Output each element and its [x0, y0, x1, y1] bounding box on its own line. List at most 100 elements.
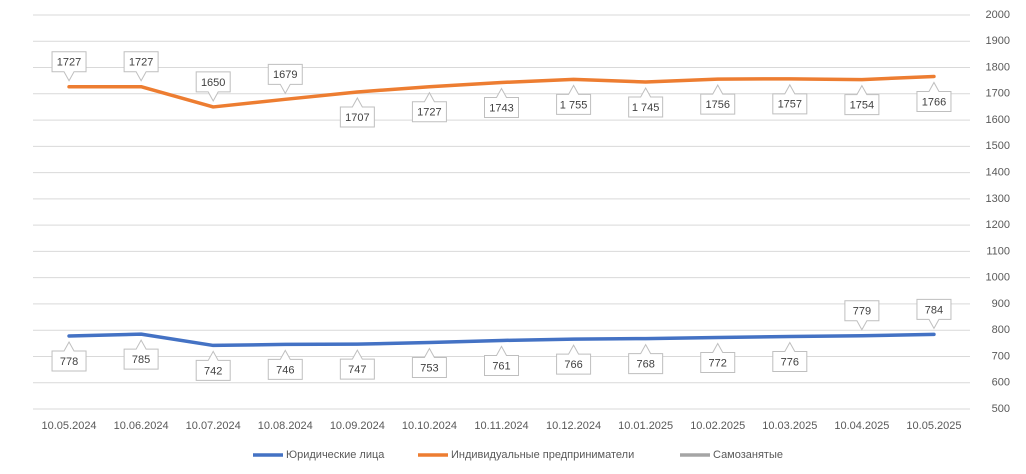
x-tick-label: 10.05.2025 — [906, 420, 961, 432]
y-tick-label: 1500 — [986, 140, 1010, 152]
x-tick-label: 10.12.2024 — [546, 420, 601, 432]
y-tick-label: 600 — [992, 377, 1010, 389]
callout-box — [772, 341, 808, 373]
data-label-callout: 742 — [195, 350, 231, 381]
series-line — [67, 332, 936, 348]
data-label: 747 — [348, 364, 366, 376]
y-tick-label: 2000 — [986, 9, 1010, 21]
y-tick-label: 1200 — [986, 219, 1010, 231]
data-label-callout: 1727 — [51, 51, 87, 82]
y-tick-label: 1100 — [986, 245, 1010, 257]
y-tick-label: 1000 — [986, 272, 1010, 284]
callout-box — [411, 91, 447, 123]
y-tick-label: 800 — [992, 324, 1010, 336]
data-label-callout: 1743 — [484, 87, 519, 119]
data-label: 1707 — [345, 112, 369, 124]
data-label-callout: 1 745 — [628, 86, 664, 118]
data-label: 742 — [204, 365, 222, 377]
legend-label: Самозанятые — [713, 449, 783, 461]
data-label: 779 — [853, 306, 871, 318]
callout-box — [123, 51, 159, 82]
data-label: 1727 — [129, 57, 153, 69]
x-tick-label: 10.01.2025 — [618, 420, 673, 432]
callout-box — [916, 298, 952, 330]
data-label-callout: 1707 — [339, 96, 375, 128]
data-label: 1650 — [201, 77, 225, 89]
data-label: 778 — [60, 356, 78, 368]
callout-box — [51, 51, 87, 82]
data-label-callout: 784 — [916, 298, 952, 330]
callout-box — [556, 84, 592, 115]
y-tick-label: 700 — [992, 350, 1010, 362]
y-tick-label: 1300 — [986, 193, 1010, 205]
data-label-callout: 778 — [51, 340, 87, 372]
callout-box — [772, 83, 808, 115]
data-label-callout: 1757 — [772, 83, 808, 115]
data-label: 1727 — [417, 107, 441, 119]
legend-label: Юридические лица — [286, 449, 385, 461]
y-tick-label: 900 — [992, 298, 1010, 310]
data-label-callout: 1727 — [411, 91, 447, 123]
data-label-callout: 768 — [628, 343, 664, 375]
x-tick-label: 10.11.2024 — [474, 420, 528, 432]
callout-box — [844, 84, 880, 116]
callout-box — [700, 84, 736, 115]
y-tick-label: 500 — [992, 403, 1010, 415]
x-tick-label: 10.03.2025 — [762, 420, 817, 432]
data-label: 776 — [781, 356, 799, 368]
x-tick-label: 10.10.2024 — [402, 420, 457, 432]
series-line — [67, 74, 936, 109]
data-label: 1757 — [778, 99, 802, 111]
data-label: 753 — [420, 362, 438, 374]
data-label: 785 — [132, 354, 150, 366]
x-tick-label: 10.09.2024 — [330, 420, 385, 432]
data-label: 766 — [564, 359, 582, 371]
data-label-callout: 753 — [411, 347, 447, 379]
x-tick-label: 10.04.2025 — [834, 420, 889, 432]
data-label-callout: 772 — [700, 342, 736, 374]
y-tick-label: 1900 — [986, 35, 1010, 47]
data-label: 1 745 — [632, 102, 660, 114]
data-label-callout: 1727 — [123, 51, 159, 82]
data-label-callout: 1756 — [700, 84, 736, 115]
y-tick-label: 1400 — [986, 167, 1010, 179]
callout-box — [700, 342, 736, 374]
data-label: 1766 — [922, 96, 946, 108]
callout-box — [484, 87, 519, 119]
callout-box — [628, 86, 664, 118]
data-label-callout: 761 — [484, 345, 519, 376]
data-label-callout: 1766 — [916, 81, 952, 112]
x-tick-label: 10.05.2024 — [42, 420, 97, 432]
data-label-callout: 1650 — [195, 71, 231, 102]
data-label: 1727 — [57, 57, 81, 69]
x-tick-label: 10.08.2024 — [258, 420, 313, 432]
data-label-callout: 776 — [772, 341, 808, 373]
callout-box — [484, 345, 519, 376]
legend-label: Индивидуальные предприниматели — [451, 449, 634, 461]
y-tick-label: 1700 — [986, 88, 1010, 100]
data-label-callout: 779 — [844, 300, 880, 331]
data-label-callout: 1754 — [844, 84, 880, 116]
callout-box — [51, 340, 87, 372]
x-tick-label: 10.07.2024 — [186, 420, 241, 432]
x-tick-label: 10.06.2024 — [114, 420, 169, 432]
callout-box — [411, 347, 447, 379]
callout-box — [916, 81, 952, 112]
data-label-callout: 746 — [267, 349, 303, 380]
data-label-callout: 785 — [123, 339, 159, 370]
data-label: 1743 — [489, 102, 513, 114]
callout-box — [628, 343, 664, 375]
data-label: 1754 — [850, 100, 874, 112]
data-label: 1 755 — [560, 99, 588, 111]
callout-box — [844, 300, 880, 331]
data-label-callout: 1679 — [267, 63, 303, 95]
data-label-callout: 747 — [339, 349, 375, 380]
data-label: 746 — [276, 364, 294, 376]
callout-box — [339, 96, 375, 128]
callout-box — [267, 63, 303, 95]
callout-box — [195, 350, 231, 381]
callout-box — [339, 349, 375, 380]
data-label-callout: 766 — [556, 344, 592, 375]
